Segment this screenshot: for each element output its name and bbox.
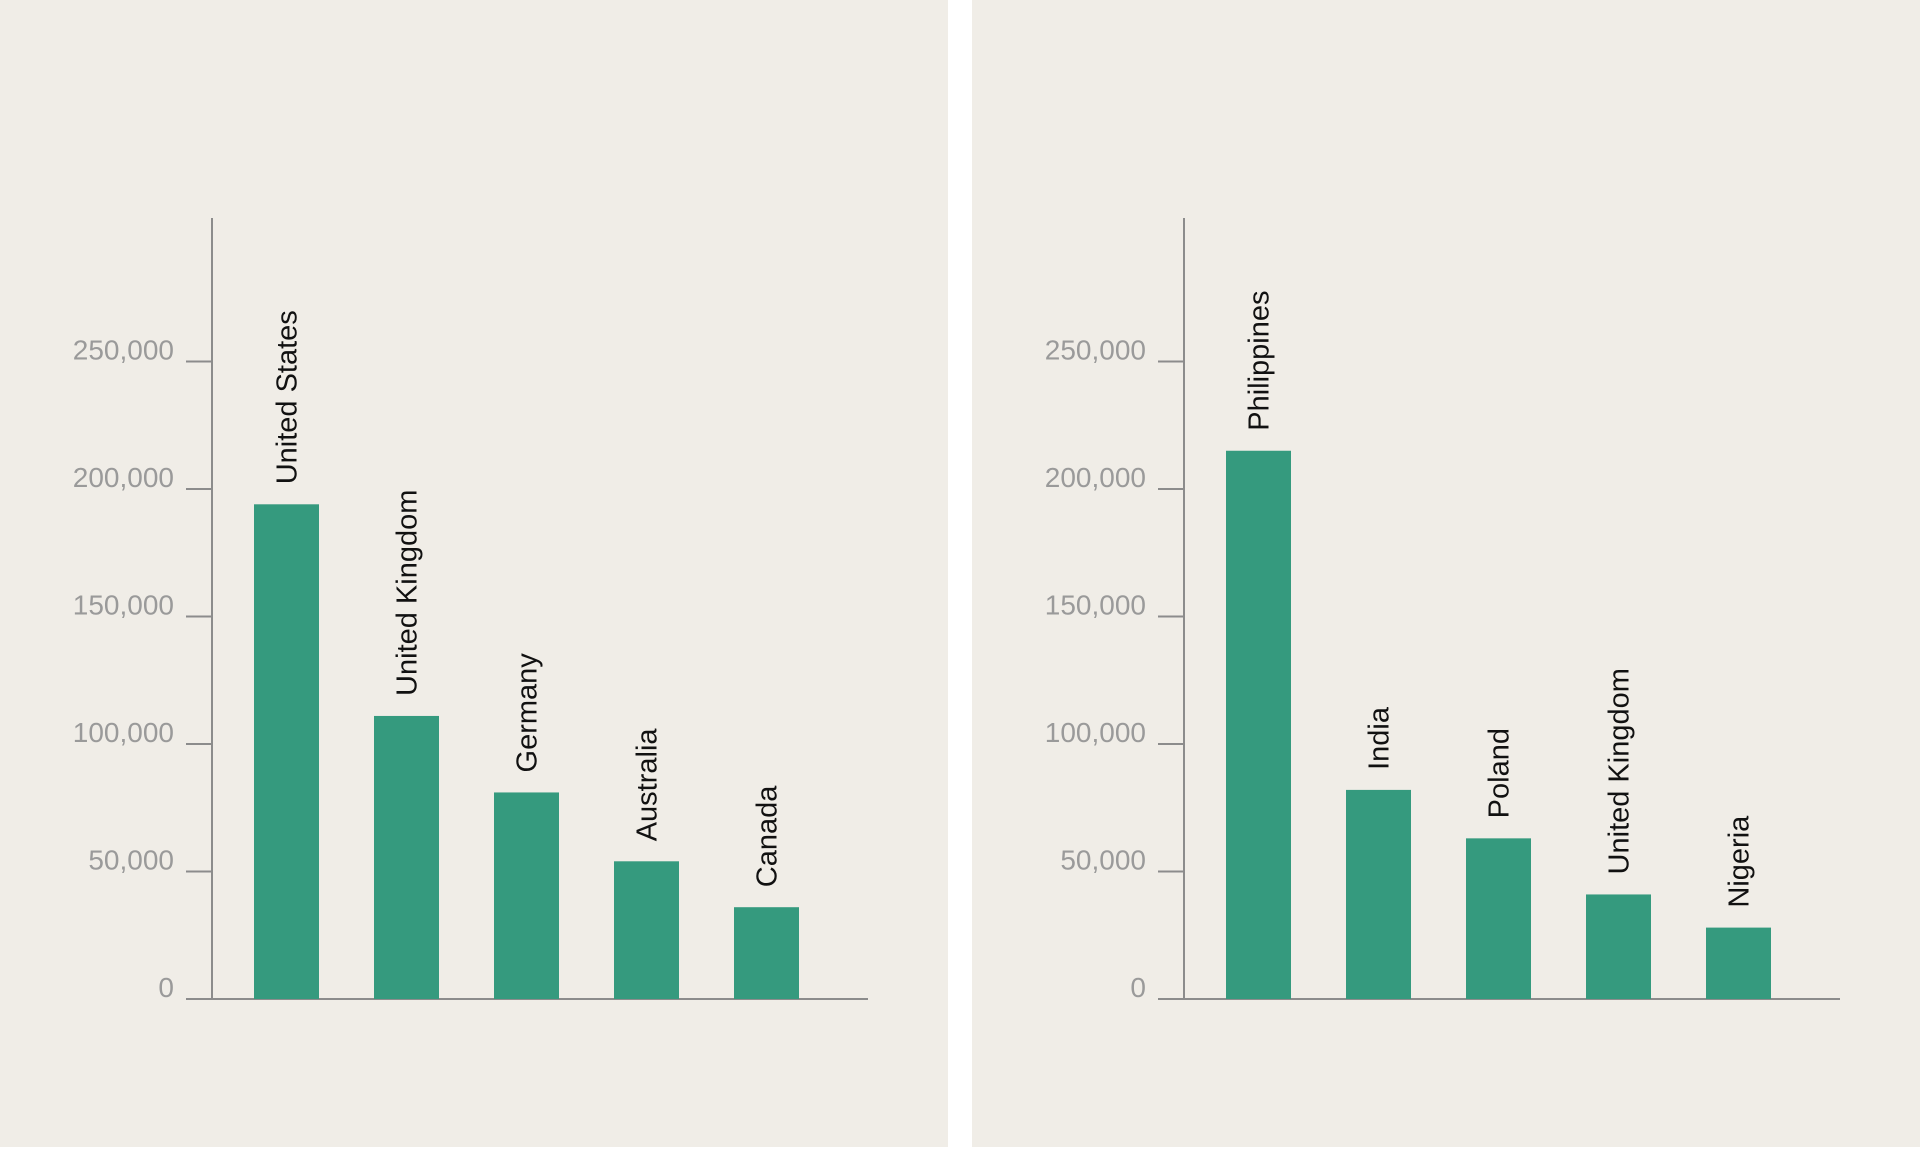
right-chart-panel: 0 50,000 100,000 150,000 200,000 250,000 Phili… bbox=[972, 0, 1920, 1147]
bar-category-label: Australia bbox=[632, 728, 664, 842]
left-bar-chart: 0 50,000 100,000 150,000 200,000 250,000 Unite… bbox=[73, 218, 868, 1003]
bar bbox=[1346, 789, 1411, 999]
y-tick-label: 150,000 bbox=[73, 590, 174, 621]
right-bar-chart: 0 50,000 100,000 150,000 200,000 250,000 Phili… bbox=[1045, 218, 1840, 1003]
bar-category-label: Poland bbox=[1484, 728, 1516, 818]
bar-category-label: United States bbox=[272, 310, 304, 484]
bar bbox=[734, 907, 799, 999]
bar bbox=[1706, 927, 1771, 999]
y-tick-label: 250,000 bbox=[1045, 335, 1146, 366]
y-tick-label: 250,000 bbox=[73, 335, 174, 366]
y-tick-label: 200,000 bbox=[1045, 462, 1146, 493]
bar-category-label: United Kingdom bbox=[1604, 668, 1636, 874]
y-tick-label: 0 bbox=[158, 972, 174, 1003]
y-tick-label: 50,000 bbox=[88, 845, 174, 876]
bar bbox=[1586, 894, 1651, 999]
y-tick-label: 100,000 bbox=[1045, 717, 1146, 748]
bar-category-label: Canada bbox=[752, 785, 784, 887]
bar bbox=[1226, 450, 1291, 999]
left-chart-panel: 0 50,000 100,000 150,000 200,000 250,000 Unite… bbox=[0, 0, 948, 1147]
y-tick-label: 100,000 bbox=[73, 717, 174, 748]
y-tick-label: 150,000 bbox=[1045, 590, 1146, 621]
bar bbox=[494, 792, 559, 999]
bar bbox=[374, 715, 439, 999]
bar-category-label: India bbox=[1364, 706, 1396, 770]
bar bbox=[1466, 838, 1531, 999]
y-tick-label: 50,000 bbox=[1060, 845, 1146, 876]
bar-category-label: Germany bbox=[512, 653, 544, 773]
bar-category-label: Nigeria bbox=[1724, 815, 1756, 908]
bar bbox=[614, 861, 679, 999]
bar bbox=[254, 504, 319, 999]
y-tick-label: 200,000 bbox=[73, 462, 174, 493]
bar-category-label: Philippines bbox=[1244, 290, 1276, 430]
bar-category-label: United Kingdom bbox=[392, 490, 424, 696]
y-tick-label: 0 bbox=[1130, 972, 1146, 1003]
